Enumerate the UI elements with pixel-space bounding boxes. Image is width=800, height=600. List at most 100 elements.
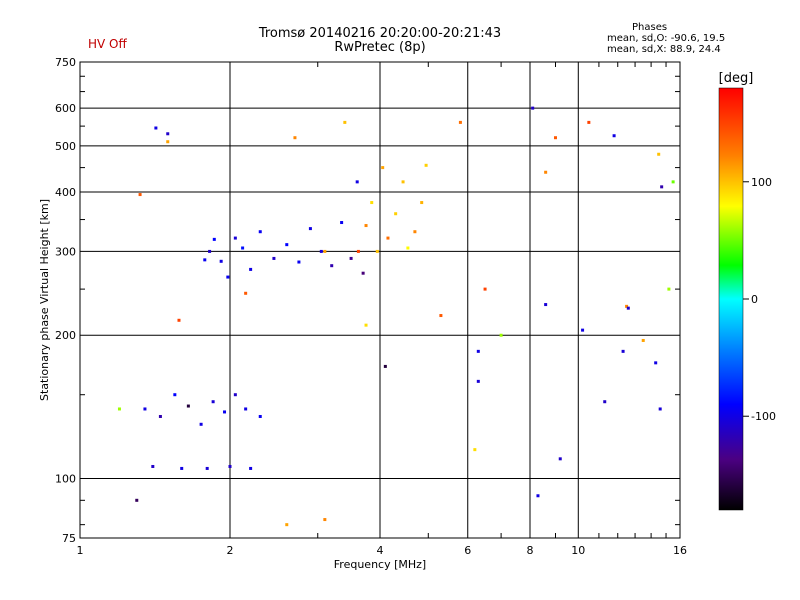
echo-point <box>361 271 365 275</box>
colorbar-label: [deg] <box>719 71 754 86</box>
echo-point <box>370 201 374 205</box>
echo-point <box>166 132 170 136</box>
echo-point <box>667 287 671 291</box>
echo-point <box>625 304 629 308</box>
x-tick-label: 10 <box>571 544 585 557</box>
echo-point <box>553 136 557 140</box>
echo-point <box>177 318 181 322</box>
x-tick-label: 4 <box>377 544 384 557</box>
y-axis-label: Stationary phase Virtual Height [km] <box>38 199 51 401</box>
echo-point <box>154 126 158 130</box>
colorbar <box>718 87 744 511</box>
echo-point <box>166 140 170 144</box>
echo-point <box>258 230 262 234</box>
echo-point <box>603 400 607 404</box>
x-axis-label: Frequency [MHz] <box>334 558 426 571</box>
echo-point <box>612 134 616 138</box>
echo-point <box>226 275 230 279</box>
colorbar-tick-label: -100 <box>751 410 776 423</box>
echo-point <box>383 364 387 368</box>
echo-point <box>223 410 227 414</box>
echo-point <box>135 498 139 502</box>
echo-point <box>228 464 232 468</box>
echo-point <box>473 448 477 452</box>
echo-point <box>587 120 591 124</box>
echo-point <box>581 328 585 332</box>
echo-point <box>621 349 625 353</box>
echo-point <box>413 230 417 234</box>
plot-frame <box>79 61 681 539</box>
echo-point <box>401 180 405 184</box>
echo-point <box>297 260 301 264</box>
echo-point <box>143 407 147 411</box>
y-tick-label: 300 <box>55 245 76 258</box>
echo-point <box>364 323 368 327</box>
echo-point <box>531 106 535 110</box>
echo-point <box>536 494 540 498</box>
chart-title: Tromsø 20140216 20:20:00-20:21:43 <box>258 26 502 41</box>
echo-point <box>671 180 675 184</box>
echo-point <box>558 457 562 461</box>
echo-point <box>424 163 428 167</box>
echo-point <box>386 236 390 240</box>
echo-point <box>330 264 334 268</box>
y-tick-label: 500 <box>55 140 76 153</box>
echo-point <box>186 404 190 408</box>
echo-point <box>381 166 385 170</box>
echo-point <box>205 466 209 470</box>
echo-point <box>323 249 327 253</box>
x-tick-label: 2 <box>227 544 234 557</box>
echo-point <box>420 201 424 205</box>
grid-lines <box>80 62 680 538</box>
echo-point <box>293 136 297 140</box>
echo-point <box>249 466 253 470</box>
echo-point <box>544 170 548 174</box>
echo-point <box>233 393 237 397</box>
phases-x-stats: mean, sd,X: 88.9, 24.4 <box>607 44 721 55</box>
echo-point <box>272 256 276 260</box>
echo-point <box>203 258 207 262</box>
hv-status-label: HV Off <box>88 37 127 51</box>
x-tick-label: 1 <box>77 544 84 557</box>
echo-point <box>138 193 142 197</box>
y-tick-label: 200 <box>55 329 76 342</box>
y-tick-label: 75 <box>62 532 76 545</box>
echo-point <box>285 243 289 247</box>
echo-point <box>233 236 237 240</box>
echo-point <box>244 407 248 411</box>
y-tick-label: 750 <box>55 56 76 69</box>
y-tick-label: 400 <box>55 186 76 199</box>
colorbar-ticks: 100 0 -100 <box>743 176 776 423</box>
data-points <box>117 106 675 527</box>
echo-point <box>654 361 658 365</box>
echo-point <box>340 221 344 225</box>
echo-point <box>319 249 323 253</box>
echo-point <box>483 287 487 291</box>
echo-point <box>364 224 368 228</box>
chart-subtitle: RwPretec (8p) <box>334 40 426 55</box>
echo-point <box>249 267 253 271</box>
echo-point <box>211 400 215 404</box>
echo-point <box>658 407 662 411</box>
echo-point <box>151 464 155 468</box>
phases-title: Phases <box>632 22 668 33</box>
echo-point <box>241 246 245 250</box>
echo-point <box>394 212 398 216</box>
echo-point <box>199 422 203 426</box>
echo-point <box>173 393 177 397</box>
echo-point <box>323 518 327 522</box>
echo-point <box>406 246 410 250</box>
echo-point <box>349 256 353 260</box>
phases-o-stats: mean, sd,O: -90.6, 19.5 <box>607 33 726 44</box>
x-tick-label: 8 <box>527 544 534 557</box>
echo-point <box>375 249 379 253</box>
y-tick-label: 600 <box>55 102 76 115</box>
colorbar-tick-label: 0 <box>751 293 758 306</box>
echo-point <box>158 414 162 418</box>
echo-point <box>212 237 216 241</box>
echo-point <box>356 249 360 253</box>
echo-point <box>285 523 289 527</box>
echo-point <box>476 379 480 383</box>
colorbar-tick-label: 100 <box>751 176 772 189</box>
